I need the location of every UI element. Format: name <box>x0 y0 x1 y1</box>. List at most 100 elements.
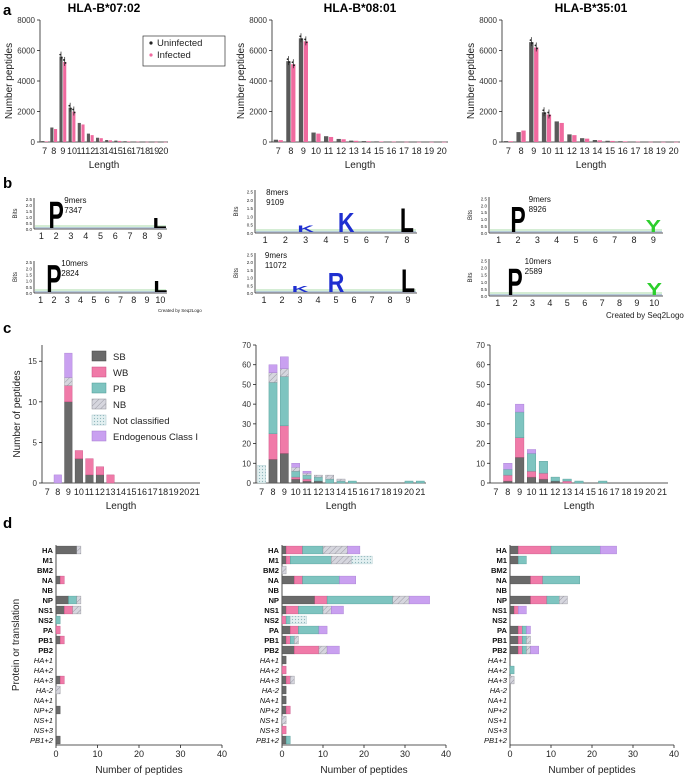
protein-label: NS+1 <box>260 716 279 725</box>
bar-uninfected <box>123 141 127 142</box>
logo-y-tick: 1.5 <box>481 273 488 278</box>
x-tick-label: 16 <box>137 487 147 497</box>
legend-box <box>142 35 226 67</box>
stacked-bar-segment <box>518 605 527 615</box>
protein-label: HA-2 <box>36 686 54 695</box>
y-tick-label: 50 <box>476 380 485 389</box>
logo-glyph: P <box>510 200 525 241</box>
protein-label: HA-2 <box>262 686 280 695</box>
logo-length-label: 10mers <box>61 259 88 268</box>
x-tick-label: 9 <box>60 146 65 156</box>
x-tick-label: 8 <box>270 487 275 497</box>
legend-label: Uninfected <box>157 38 202 49</box>
x-tick-label: 17 <box>370 487 380 497</box>
logo-glyph: L <box>153 215 167 232</box>
bar-uninfected <box>311 132 316 142</box>
logo-position-label: 6 <box>105 295 110 305</box>
stacked-bar-segment <box>268 364 278 373</box>
stacked-bar-segment <box>281 635 287 645</box>
protein-label: HA+2 <box>488 666 508 675</box>
stacked-bar-segment <box>59 675 65 685</box>
x-tick-label: 14 <box>104 146 114 156</box>
logo-y-tick: 2.0 <box>247 260 254 265</box>
stacked-bar-segment <box>55 735 61 745</box>
logo-y-tick: 1.5 <box>26 273 33 278</box>
x-tick-label: 20 <box>404 487 414 497</box>
stacked-bar-segment <box>314 595 328 605</box>
y-tick-label: 2000 <box>17 108 35 117</box>
x-tick-label: 9 <box>531 146 536 156</box>
protein-label: NA+1 <box>34 696 53 705</box>
protein-label: BM2 <box>37 566 53 575</box>
stacked-bar-segment <box>290 635 295 645</box>
stacked-bar-segment <box>550 476 560 482</box>
stacked-bar-segment <box>294 635 299 645</box>
replicate-point <box>529 39 532 42</box>
stacked-bar-segment <box>526 645 531 655</box>
protein-label: HA+1 <box>488 656 507 665</box>
stacked-bar-segment <box>281 605 287 615</box>
bar-infected <box>635 141 641 143</box>
logo-y-tick: 2.0 <box>481 203 488 208</box>
logo-y-tick: 0.0 <box>481 231 488 236</box>
x-tick-label: 10 <box>318 749 328 759</box>
logo-y-tick: 1.0 <box>26 215 33 220</box>
bar-uninfected <box>361 141 366 142</box>
protein-label: HA+3 <box>488 676 508 685</box>
logo-y-tick: 0.5 <box>481 287 488 292</box>
protein-label: M1 <box>496 556 507 565</box>
stacked-bar-segment <box>562 480 572 484</box>
y-axis-label: Number peptides <box>236 43 247 119</box>
replicate-point <box>70 107 72 110</box>
logo-y-tick: 2.5 <box>481 258 488 263</box>
bar-uninfected <box>323 136 329 142</box>
stacked-bar-segment <box>268 382 278 434</box>
logo-length-label: 9mers <box>64 196 86 205</box>
stacked-bar-segment <box>281 695 287 705</box>
x-tick-label: 7 <box>276 146 281 156</box>
y-tick-label: 10 <box>476 459 485 468</box>
stacked-bar-segment <box>509 665 515 675</box>
logo-glyph: L <box>401 263 415 299</box>
logo-y-tick: 1.5 <box>247 206 254 211</box>
y-tick-label: 5 <box>33 438 38 447</box>
bar-infected <box>534 47 539 143</box>
protein-label: BM2 <box>491 566 507 575</box>
logo-position-label: 8 <box>404 235 409 245</box>
replicate-point <box>534 44 537 47</box>
x-tick-label: 19 <box>149 146 159 156</box>
logo-position-label: 7 <box>118 295 123 305</box>
logo-position-label: 3 <box>65 295 70 305</box>
protein-label: HA <box>268 546 279 555</box>
legend-label: PB <box>113 384 126 395</box>
stacked-bar-segment <box>290 625 299 635</box>
x-tick-label: 15 <box>586 487 596 497</box>
x-tick-label: 10 <box>546 749 556 759</box>
protein-label: M1 <box>42 556 53 565</box>
logo-position-label: 5 <box>333 295 338 305</box>
legend-label: SB <box>113 352 126 363</box>
bar-uninfected <box>132 141 136 143</box>
stacked-bar-segment <box>298 625 320 635</box>
bar-infected <box>673 141 679 143</box>
logo-position-label: 5 <box>98 231 103 241</box>
replicate-point <box>304 38 306 41</box>
y-tick-label: 0 <box>247 479 252 488</box>
logo-y-tick: 1.0 <box>26 279 33 284</box>
protein-label: NA <box>42 576 53 585</box>
stacked-bar-segment <box>55 615 61 625</box>
protein-label: PB1 <box>492 636 508 645</box>
logo-credit-small: Created by Seq2Logo <box>158 308 202 313</box>
stacked-bar-segment <box>281 575 295 585</box>
legend-swatch <box>91 350 107 362</box>
bar-infected <box>316 133 321 142</box>
replicate-point <box>293 64 295 67</box>
bar-infected <box>508 141 513 142</box>
bar-uninfected <box>605 140 610 142</box>
stacked-bar-segment <box>285 705 291 715</box>
x-tick-label: 14 <box>336 487 346 497</box>
bar-infected <box>572 135 577 142</box>
logo-position-label: 6 <box>593 235 598 245</box>
stacked-bar-segment <box>331 555 352 565</box>
panel-label-b: b <box>3 175 12 192</box>
